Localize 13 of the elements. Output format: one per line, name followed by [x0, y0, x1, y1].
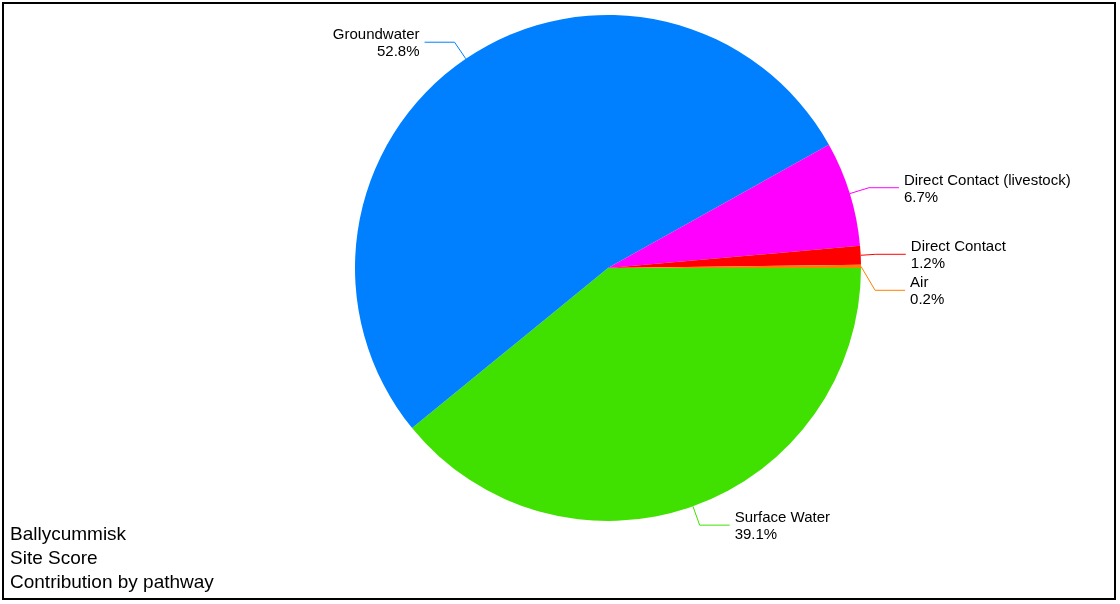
data-label: 39.1%: [734, 525, 778, 543]
data-label: 1.2%: [910, 254, 945, 272]
slice-label: Groundwater: [332, 25, 420, 43]
slice-label: Direct Contact: [910, 237, 1007, 255]
data-label: 52.8%: [377, 42, 420, 60]
text: Site Score: [10, 547, 98, 568]
slice-label: Air: [910, 273, 929, 291]
text: Contribution by pathway: [10, 571, 215, 592]
slice-label: Surface Water: [734, 508, 830, 526]
text: Ballycummisk: [10, 523, 127, 544]
slice-label: Direct Contact (livestock): [903, 170, 1071, 188]
data-label: 6.7%: [903, 187, 939, 205]
data-label: 0.2%: [910, 290, 945, 308]
